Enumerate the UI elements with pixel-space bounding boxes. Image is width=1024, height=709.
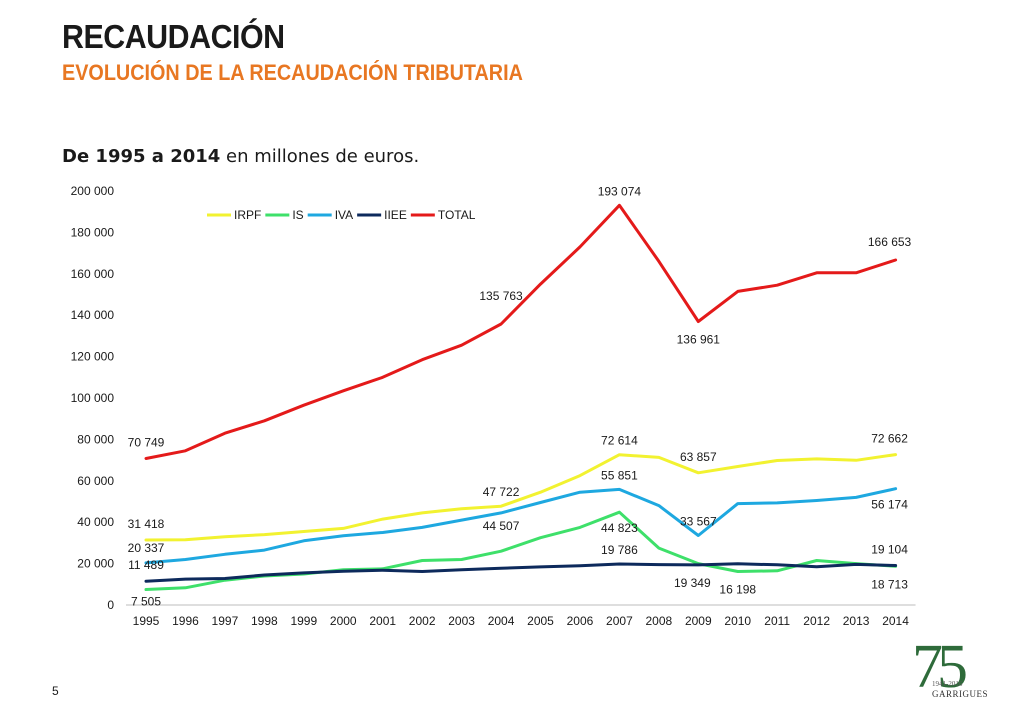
page-title: RECAUDACIÓN <box>62 18 285 55</box>
legend-label: IIEE <box>384 208 407 222</box>
intro-period: De 1995 a 2014 <box>62 146 221 167</box>
series-line-total <box>144 203 898 460</box>
intro-units: en millones de euros. <box>220 146 420 167</box>
x-tick-label: 2002 <box>409 614 436 628</box>
y-tick-label: 0 <box>107 598 114 612</box>
legend-item-is: IS <box>265 208 304 222</box>
legend-item-iiee: IIEE <box>357 208 407 222</box>
x-tick-label: 1995 <box>133 614 160 628</box>
data-label-irpf: 72 662 <box>871 432 908 446</box>
x-tick-label: 1996 <box>172 614 199 628</box>
y-tick-label: 100 000 <box>71 391 115 405</box>
data-label-iiee: 19 104 <box>871 542 908 556</box>
x-tick-label: 2005 <box>527 614 554 628</box>
x-tick-label: 2011 <box>764 614 790 628</box>
y-tick-label: 40 000 <box>77 515 114 529</box>
data-label-total: 193 074 <box>598 184 642 198</box>
data-label-is: 18 713 <box>871 577 908 591</box>
data-label-iiee: 11 489 <box>128 558 164 572</box>
data-label-total: 135 763 <box>479 289 523 303</box>
y-tick-label: 80 000 <box>77 432 114 446</box>
x-tick-label: 2009 <box>685 614 712 628</box>
data-label-is: 44 823 <box>601 521 638 535</box>
x-tick-label: 2012 <box>803 614 830 628</box>
data-label-iiee: 19 786 <box>601 543 638 557</box>
x-tick-label: 2013 <box>843 614 870 628</box>
y-tick-label: 200 000 <box>71 184 115 198</box>
data-label-total: 70 749 <box>128 436 165 450</box>
data-label-total: 166 653 <box>868 235 912 249</box>
x-tick-label: 1997 <box>212 614 239 628</box>
x-tick-label: 2003 <box>448 614 475 628</box>
x-tick-label: 2010 <box>724 614 751 628</box>
legend-item-irpf: IRPF <box>207 208 261 222</box>
series-line-irpf <box>144 453 898 542</box>
legend-item-total: TOTAL <box>410 208 476 222</box>
data-label-iiee: 19 349 <box>674 576 711 590</box>
data-label-iva: 33 567 <box>680 515 717 529</box>
logo-mark: 75 <box>912 633 968 701</box>
garrigues-75-logo: 75 1941-2016 GARRIGUES <box>912 633 992 704</box>
data-label-iva: 20 337 <box>128 541 165 555</box>
data-label-irpf: 63 857 <box>680 450 717 464</box>
x-tick-label: 1998 <box>251 614 278 628</box>
legend-label: IS <box>292 208 303 222</box>
legend-label: TOTAL <box>438 208 476 222</box>
data-label-is: 7 505 <box>131 594 161 608</box>
data-label-iva: 55 851 <box>601 468 638 482</box>
y-tick-label: 140 000 <box>71 308 115 322</box>
series-line-iva <box>144 487 898 565</box>
logo-brand: GARRIGUES <box>932 689 989 699</box>
x-tick-label: 2007 <box>606 614 633 628</box>
page-subtitle: EVOLUCIÓN DE LA RECAUDACIÓN TRIBUTARIA <box>62 60 523 85</box>
legend-item-iva: IVA <box>307 208 353 222</box>
y-tick-label: 180 000 <box>71 225 115 239</box>
x-tick-label: 2008 <box>645 614 672 628</box>
x-tick-label: 2006 <box>567 614 594 628</box>
y-tick-label: 120 000 <box>71 350 115 364</box>
series-line-iiee <box>144 562 898 583</box>
logo-years: 1941-2016 <box>932 680 963 688</box>
data-label-iva: 44 507 <box>483 519 520 533</box>
y-tick-label: 20 000 <box>77 557 114 571</box>
data-label-total: 136 961 <box>677 332 721 346</box>
page-number: 5 <box>52 684 59 698</box>
legend-label: IVA <box>335 208 353 222</box>
x-tick-label: 2001 <box>369 614 396 628</box>
data-label-irpf: 72 614 <box>601 434 638 448</box>
data-label-iva: 56 174 <box>871 498 908 512</box>
data-label-irpf: 31 418 <box>128 517 165 531</box>
data-label-is: 16 198 <box>719 582 756 596</box>
y-tick-label: 60 000 <box>77 474 114 488</box>
y-tick-label: 160 000 <box>71 267 115 281</box>
x-tick-label: 1999 <box>290 614 317 628</box>
x-tick-label: 2004 <box>488 614 515 628</box>
x-tick-label: 2000 <box>330 614 357 628</box>
legend-label: IRPF <box>234 208 261 222</box>
x-tick-label: 2014 <box>882 614 909 628</box>
chart-intro: De 1995 a 2014 en millones de euros. <box>62 146 419 167</box>
data-label-irpf: 47 722 <box>483 485 520 499</box>
